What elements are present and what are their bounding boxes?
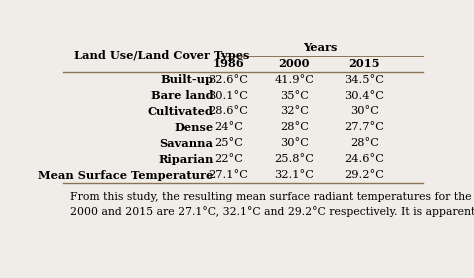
Text: 25.8°C: 25.8°C [274,154,314,164]
Text: 30°C: 30°C [280,138,309,148]
Text: 1986: 1986 [212,58,244,69]
Text: 28.6°C: 28.6°C [208,106,248,116]
Text: From this study, the resulting mean surface radiant temperatures for the 1986,
2: From this study, the resulting mean surf… [70,192,474,217]
Text: 34.5°C: 34.5°C [344,75,384,85]
Text: Riparian: Riparian [158,154,213,165]
Text: Years: Years [303,42,337,53]
Text: 29.2°C: 29.2°C [344,170,384,180]
Text: Cultivated: Cultivated [148,106,213,117]
Text: Dense: Dense [174,122,213,133]
Text: Built-up: Built-up [161,74,213,85]
Text: 28°C: 28°C [350,138,379,148]
Text: 27.7°C: 27.7°C [344,122,384,132]
Text: 35°C: 35°C [280,91,309,101]
Text: 24°C: 24°C [214,122,243,132]
Text: 32.6°C: 32.6°C [208,75,248,85]
Text: 22°C: 22°C [214,154,243,164]
Text: Mean Surface Temperature: Mean Surface Temperature [38,170,213,181]
Text: 2015: 2015 [348,58,380,69]
Text: Bare land: Bare land [151,90,213,101]
Text: 27.1°C: 27.1°C [208,170,248,180]
Text: 30°C: 30°C [350,106,379,116]
Text: 30.4°C: 30.4°C [344,91,384,101]
Text: Land Use/Land Cover Types: Land Use/Land Cover Types [74,50,249,61]
Text: 25°C: 25°C [214,138,243,148]
Text: 2000: 2000 [279,58,310,69]
Text: 24.6°C: 24.6°C [344,154,384,164]
Text: 30.1°C: 30.1°C [208,91,248,101]
Text: Savanna: Savanna [160,138,213,149]
Text: 41.9°C: 41.9°C [274,75,314,85]
Text: 32.1°C: 32.1°C [274,170,314,180]
Text: 32°C: 32°C [280,106,309,116]
Text: 28°C: 28°C [280,122,309,132]
